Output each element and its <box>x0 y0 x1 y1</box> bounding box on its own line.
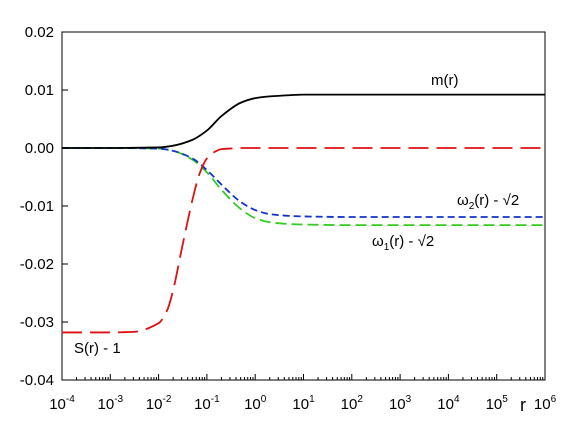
x-tick-exponent: -4 <box>66 394 75 405</box>
series-line <box>62 147 545 334</box>
x-tick-exponent: 4 <box>454 394 460 405</box>
x-tick-exponent: 5 <box>502 394 508 405</box>
x-tick-base: 10 <box>341 396 358 413</box>
y-tick-label: -0.03 <box>20 314 54 331</box>
x-tick-label: 101 <box>292 394 315 413</box>
x-tick-label: 10-4 <box>49 394 75 413</box>
y-tick-label: -0.02 <box>20 256 54 273</box>
label-m: m(r) <box>431 72 458 89</box>
x-tick-label: 10-2 <box>146 394 172 413</box>
x-axis-label: r <box>520 395 526 415</box>
x-tick-base: 10 <box>437 396 454 413</box>
x-tick-label: 10-1 <box>194 394 220 413</box>
y-tick-label: -0.04 <box>20 372 54 389</box>
x-tick-base: 10 <box>49 396 66 413</box>
x-tick-base: 10 <box>98 396 115 413</box>
x-tick-base: 10 <box>146 396 163 413</box>
label-omega2-main: ω <box>457 192 469 209</box>
x-tick-exponent: -2 <box>162 394 171 405</box>
x-tick-base: 10 <box>486 396 503 413</box>
label-s: S(r) - 1 <box>74 340 121 357</box>
x-tick-exponent: -3 <box>114 394 123 405</box>
series-line <box>62 147 545 218</box>
label-omega1-rest: (r) - √2 <box>389 233 434 250</box>
label-omega1: ω1(r) - √2 <box>372 233 434 253</box>
label-omega2-sub: 2 <box>469 201 475 212</box>
x-tick-exponent: 6 <box>551 394 557 405</box>
x-tick-base: 10 <box>534 396 551 413</box>
x-tick-label: 103 <box>389 394 412 413</box>
x-tick-base: 10 <box>292 396 309 413</box>
x-tick-exponent: 3 <box>406 394 412 405</box>
x-tick-base: 10 <box>389 396 406 413</box>
y-tick-label: 0.00 <box>25 140 54 157</box>
y-tick-label: 0.02 <box>25 24 54 41</box>
x-tick-exponent: 2 <box>357 394 363 405</box>
x-tick-base: 10 <box>194 396 211 413</box>
label-omega1-main: ω <box>372 233 384 250</box>
x-tick-exponent: 1 <box>309 394 315 405</box>
label-omega2: ω2(r) - √2 <box>457 192 519 212</box>
x-tick-label: 100 <box>244 394 267 413</box>
x-tick-base: 10 <box>244 396 261 413</box>
series-line <box>62 93 545 149</box>
x-tick-label: 105 <box>486 394 509 413</box>
label-omega2-rest: (r) - √2 <box>474 192 519 209</box>
x-tick-exponent: -1 <box>211 394 220 405</box>
label-omega1-sub: 1 <box>384 242 390 253</box>
x-tick-label: 10-3 <box>98 394 124 413</box>
x-tick-label: 104 <box>437 394 460 413</box>
x-tick-label: 102 <box>341 394 364 413</box>
x-tick-label: 106 <box>534 394 557 413</box>
x-tick-exponent: 0 <box>261 394 267 405</box>
series-line <box>62 147 545 227</box>
y-tick-label: -0.01 <box>20 198 54 215</box>
y-tick-label: 0.01 <box>25 82 54 99</box>
